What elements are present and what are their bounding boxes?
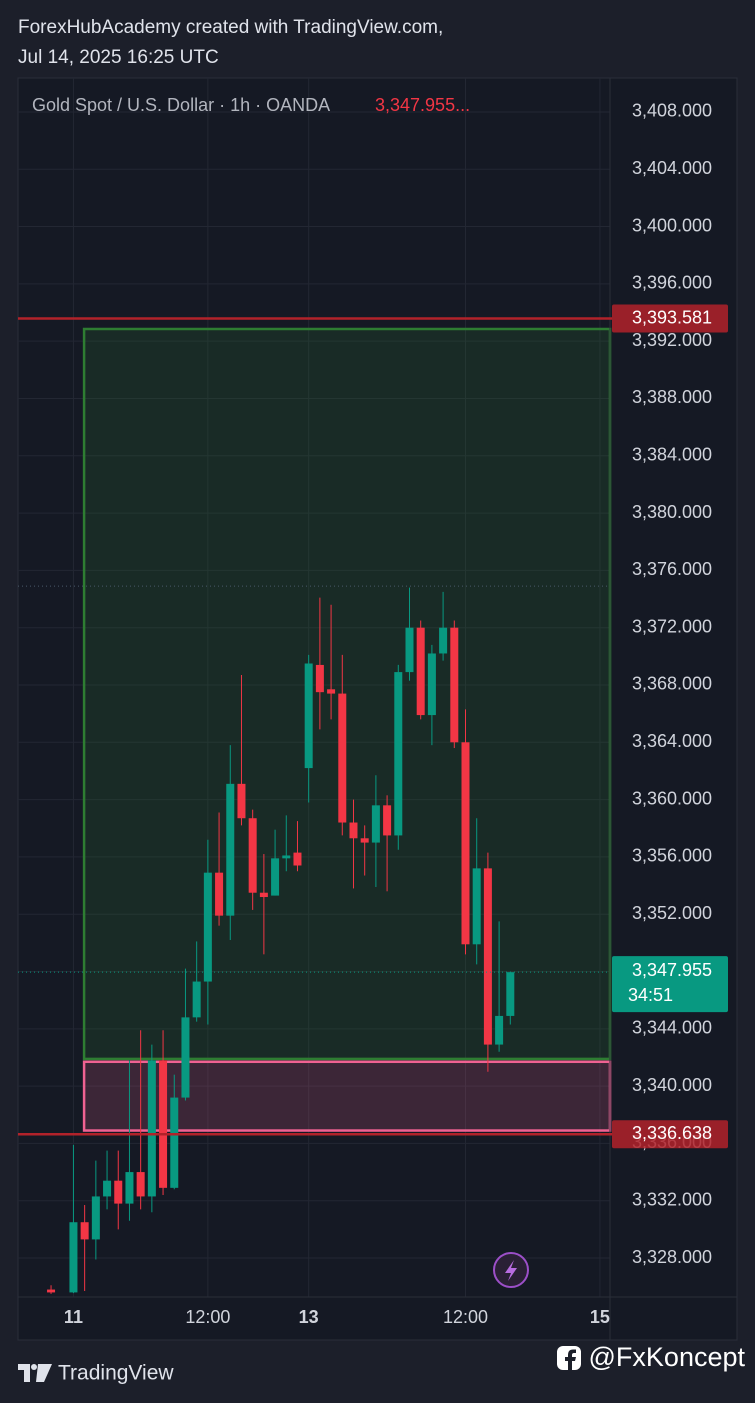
candle-body: [114, 1180, 123, 1204]
legend-price: 3,347.955...: [375, 95, 470, 115]
zone: [82, 327, 612, 1061]
candle-body: [439, 627, 448, 654]
y-tick-label: 3,408.000: [632, 101, 712, 121]
y-tick-label: 3,344.000: [632, 1018, 712, 1038]
y-tick-label: 3,380.000: [632, 502, 712, 522]
candle-body: [103, 1180, 112, 1197]
candle-body: [259, 892, 268, 898]
legend-symbol: Gold Spot / U.S. Dollar · 1h · OANDA: [32, 95, 330, 115]
candle-body: [304, 663, 313, 769]
footer-handle: @FxKoncept: [589, 1342, 746, 1372]
candle-body: [327, 689, 336, 694]
level-label: 3,336.638: [632, 1123, 712, 1143]
candle-body: [360, 838, 369, 843]
candle-body: [405, 627, 414, 673]
tv-logo: [18, 1364, 52, 1382]
candle-body: [371, 805, 380, 843]
candle-body: [248, 818, 257, 893]
header-line: ForexHubAcademy created with TradingView…: [18, 17, 443, 38]
candle-body: [192, 981, 201, 1018]
facebook-f: [565, 1349, 576, 1370]
x-tick-label: 11: [64, 1307, 83, 1327]
candle-body: [506, 972, 515, 1016]
candle-body: [226, 783, 235, 916]
y-tick-label: 3,352.000: [632, 903, 712, 923]
y-tick-label: 3,384.000: [632, 445, 712, 465]
x-tick-label: 13: [299, 1307, 319, 1327]
alert-bolt: [505, 1260, 517, 1281]
candle-body: [394, 672, 403, 836]
last-price-box: [612, 956, 728, 1013]
y-tick-label: 3,396.000: [632, 273, 712, 293]
candle-body: [181, 1017, 190, 1098]
candle-body: [271, 858, 280, 896]
candle-body: [47, 1289, 56, 1293]
header-date: Jul 14, 2025 16:25 UTC: [18, 47, 219, 68]
y-tick-label: 3,376.000: [632, 559, 712, 579]
candle-body: [215, 872, 224, 916]
y-tick-label: 3,392.000: [632, 330, 712, 350]
candle-body: [495, 1015, 504, 1045]
y-tick-label: 3,328.000: [632, 1247, 712, 1267]
candle-body: [147, 1060, 156, 1197]
candle-body: [237, 783, 246, 819]
candle-body: [136, 1172, 145, 1197]
candle-body: [293, 852, 302, 866]
last-price-label: 3,347.955: [632, 960, 712, 980]
candle-body: [472, 868, 481, 945]
candle-body: [450, 627, 459, 743]
candle-body: [349, 822, 358, 839]
y-tick-label: 3,388.000: [632, 387, 712, 407]
y-tick-label: 3,360.000: [632, 788, 712, 808]
candle-body: [170, 1097, 179, 1188]
candle-body: [80, 1222, 89, 1240]
y-tick-label: 3,364.000: [632, 731, 712, 751]
y-tick-label: 3,400.000: [632, 215, 712, 235]
y-tick-label: 3,356.000: [632, 846, 712, 866]
candle-body: [338, 693, 347, 823]
level-label-box: [612, 304, 728, 333]
candle-body: [483, 868, 492, 1045]
candle-body: [69, 1222, 78, 1293]
y-tick-label: 3,340.000: [632, 1075, 712, 1095]
countdown: 34:51: [628, 985, 673, 1005]
x-tick-label: 12:00: [185, 1307, 230, 1327]
y-tick-label: 3,332.000: [632, 1189, 712, 1209]
candle-body: [416, 627, 425, 716]
candle-body: [203, 872, 212, 982]
x-tick-label: 15: [590, 1307, 610, 1327]
level-label: 3,393.581: [632, 307, 712, 327]
candle-body: [282, 855, 291, 859]
plot: [18, 78, 612, 1297]
candle-body: [315, 664, 324, 693]
y-tick-label: 3,404.000: [632, 158, 712, 178]
candle-body: [125, 1172, 134, 1204]
candle-body: [159, 1060, 168, 1188]
y-tick-label: 3,368.000: [632, 674, 712, 694]
candle-body: [427, 653, 436, 716]
level-label-box: [612, 1120, 728, 1149]
x-tick-label: 12:00: [443, 1307, 488, 1327]
candle-body: [383, 805, 392, 836]
y-tick-label: 3,372.000: [632, 616, 712, 636]
footer-brand: TradingView: [58, 1362, 174, 1385]
candle-body: [461, 742, 470, 945]
candle-body: [91, 1196, 100, 1240]
